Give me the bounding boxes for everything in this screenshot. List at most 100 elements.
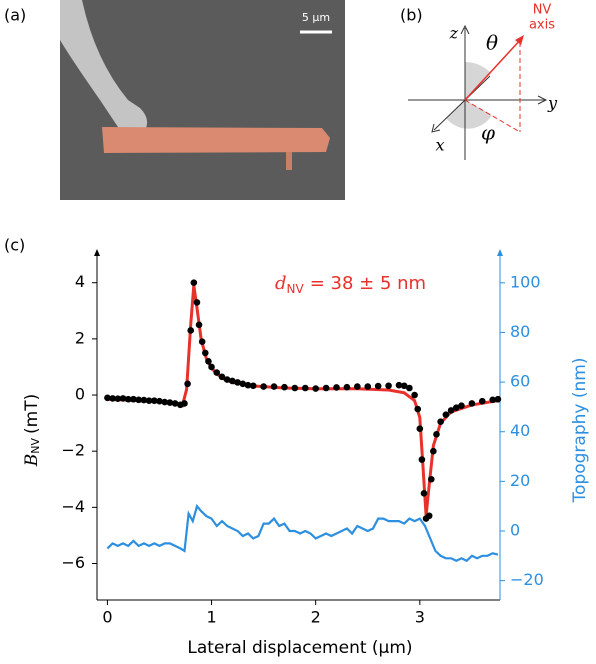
data-point [442, 411, 450, 418]
data-point [414, 405, 422, 413]
data-point [234, 379, 241, 386]
arrow [460, 24, 470, 35]
nv-label: NV [533, 3, 552, 18]
data-point [119, 395, 127, 402]
tip [286, 152, 292, 170]
data-point [249, 382, 257, 390]
y2-tick-label: 80 [510, 322, 530, 341]
data-point [364, 383, 372, 390]
theta: θ [486, 31, 498, 55]
data-point [130, 395, 137, 403]
arrow [515, 35, 524, 45]
data-point [291, 384, 299, 392]
data-point [437, 418, 444, 425]
data-point [301, 384, 309, 392]
data-point [239, 380, 247, 388]
panel-label: (a) [4, 6, 26, 25]
subscript: NV [287, 282, 305, 296]
data-point [433, 431, 440, 438]
arrow [94, 249, 100, 256]
data-point [430, 447, 437, 455]
x-axis-label: Lateral displacement (µm) [187, 638, 412, 658]
data-point [114, 395, 122, 402]
data-point [223, 376, 231, 383]
symbol: B [22, 454, 42, 468]
data-point [205, 358, 212, 365]
projection [464, 99, 521, 133]
y-tick-label: 0 [75, 385, 85, 404]
axis-label: y [547, 94, 558, 113]
y2-tick-label: 20 [510, 471, 530, 490]
data-point [406, 384, 413, 392]
y2-tick-label: 40 [510, 421, 530, 440]
y-tick-label: −6 [61, 553, 85, 572]
data-point [208, 363, 215, 371]
scale-bar-label: 5 µm [302, 11, 330, 24]
unit: (mT) [22, 394, 42, 434]
data-point [343, 383, 351, 391]
arrow [537, 95, 548, 105]
x-tick-label: 2 [311, 608, 321, 627]
data-point [244, 381, 252, 389]
y2-tick-label: −20 [510, 570, 544, 589]
data-point [312, 385, 319, 392]
data-point [140, 396, 148, 404]
axis-label: z [449, 24, 459, 43]
y-tick-label: −2 [61, 441, 85, 460]
theta-sector [465, 62, 491, 100]
data-point [156, 397, 163, 405]
data-point [124, 395, 132, 403]
arrow [497, 249, 503, 256]
nv-label: axis [529, 18, 555, 33]
data-point [400, 382, 408, 390]
data-point [195, 321, 203, 329]
data-point [181, 400, 188, 407]
y2-tick-label: 100 [510, 272, 541, 291]
data-point [281, 383, 288, 391]
panel-label: (b) [400, 6, 423, 25]
x-tick-label: 3 [415, 608, 425, 627]
data-point [145, 397, 153, 404]
data-point [184, 380, 191, 388]
data-point [333, 384, 340, 391]
data-point [161, 398, 168, 406]
symbol: d [275, 273, 287, 294]
data-point [109, 395, 116, 402]
topography-line [106, 503, 499, 563]
y2-tick-label: 0 [510, 521, 520, 540]
data-point [193, 299, 201, 306]
x-tick-label: 1 [206, 608, 216, 627]
data-point [420, 490, 428, 497]
data-point [478, 397, 486, 405]
nv-axis [464, 37, 523, 101]
data-point [104, 394, 111, 402]
data-point [213, 369, 221, 376]
sample-bar [102, 127, 330, 153]
data-point [452, 404, 460, 411]
data-point [468, 400, 476, 407]
y-tick-label: −4 [61, 497, 85, 516]
data-point [150, 397, 158, 404]
data-point [229, 377, 236, 385]
data-point [427, 475, 435, 483]
data-point [171, 400, 179, 407]
data-point [411, 391, 418, 399]
panel-label: (c) [4, 236, 25, 255]
data-point [374, 382, 382, 390]
data-point [260, 383, 267, 390]
arrow [431, 123, 441, 133]
annotation: dNV = 38 ± 5 nm [275, 273, 426, 296]
y2-tick-label: 60 [510, 372, 530, 391]
data-point [447, 407, 455, 414]
data-point [385, 382, 392, 390]
data-point [322, 384, 330, 392]
data-point [418, 456, 426, 463]
x-tick-label: 0 [102, 608, 112, 627]
data-point [416, 425, 424, 433]
data-point [135, 396, 142, 404]
subscript: NV [29, 438, 42, 454]
y-tick-label: 4 [75, 272, 85, 291]
annotation-text: = 38 ± 5 nm [310, 273, 426, 294]
